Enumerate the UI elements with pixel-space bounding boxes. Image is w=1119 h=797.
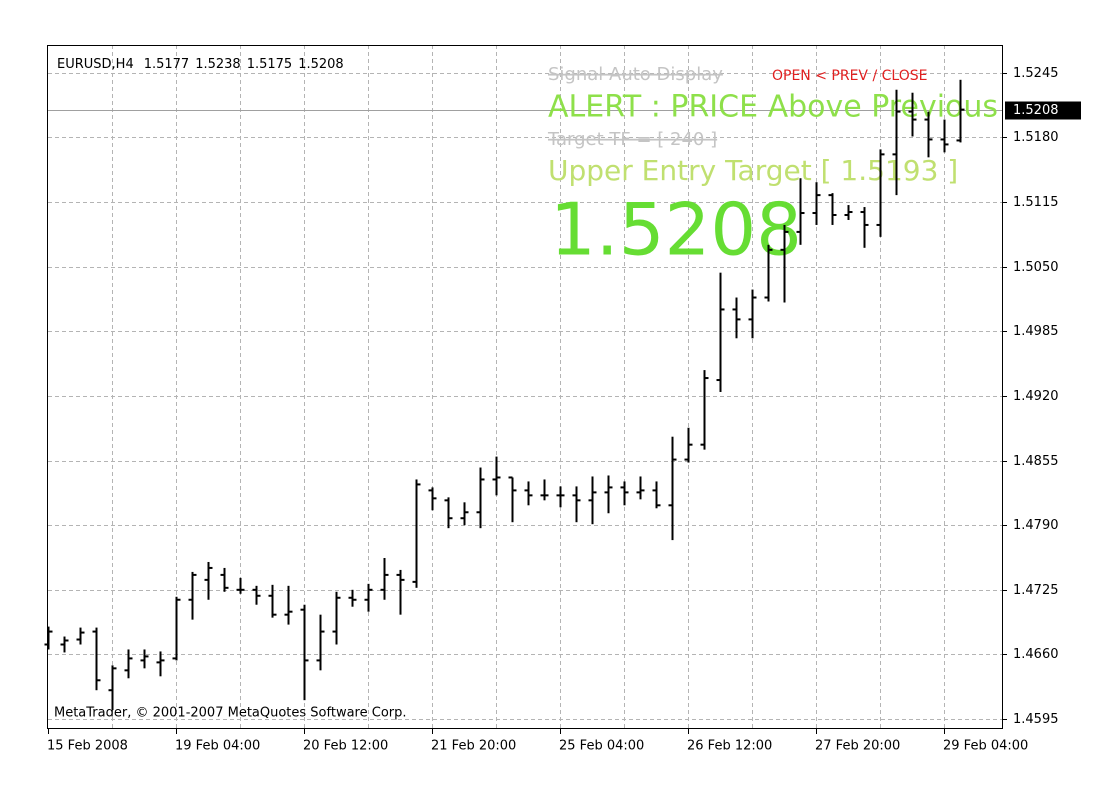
x-tick-label: 27 Feb 20:00 <box>815 739 900 754</box>
target-tf-label: Target TF = [ 240 ] <box>547 129 717 150</box>
y-tick-label: 1.4595 <box>1013 712 1059 727</box>
y-tick-label: 1.5245 <box>1013 66 1059 81</box>
header-close: 1.5208 <box>298 57 344 72</box>
x-tick-label: 20 Feb 12:00 <box>303 739 388 754</box>
x-tick-label: 15 Feb 2008 <box>47 739 128 754</box>
signal-label: Signal Auto Display <box>548 64 723 85</box>
x-tick-label: 29 Feb 04:00 <box>943 739 1028 754</box>
alert-label: ALERT : PRICE Above Previous <box>548 90 998 125</box>
copyright: MetaTrader, © 2001-2007 MetaQuotes Softw… <box>54 706 407 721</box>
entry-target-label: Upper Entry Target [ 1.5193 ] <box>548 154 958 187</box>
y-tick-label: 1.5180 <box>1013 130 1059 145</box>
x-tick-label: 19 Feb 04:00 <box>175 739 260 754</box>
chart-header: EURUSD,H4 1.5177 1.5238 1.5175 1.5208 <box>57 57 344 72</box>
current-price-label: 1.5208 <box>1013 103 1059 118</box>
y-tick-label: 1.5050 <box>1013 260 1059 275</box>
x-tick-label: 25 Feb 04:00 <box>559 739 644 754</box>
current-price-box <box>1005 101 1081 120</box>
x-tick-label: 21 Feb 20:00 <box>431 739 516 754</box>
y-tick-label: 1.4725 <box>1013 583 1059 598</box>
x-tick-label: 26 Feb 12:00 <box>687 739 772 754</box>
plot-frame <box>47 45 1003 729</box>
big-price: 1.5208 <box>550 188 802 272</box>
y-tick-label: 1.4855 <box>1013 454 1059 469</box>
y-tick-label: 1.4985 <box>1013 324 1059 339</box>
mode-label: OPEN < PREV / CLOSE <box>772 68 927 84</box>
header-open: 1.5177 <box>144 57 190 72</box>
y-tick-label: 1.4920 <box>1013 389 1059 404</box>
header-high: 1.5238 <box>195 57 241 72</box>
chart-title: EURUSD,H4 <box>57 57 134 72</box>
y-tick-label: 1.5115 <box>1013 195 1059 210</box>
header-low: 1.5175 <box>247 57 293 72</box>
y-tick-label: 1.4660 <box>1013 647 1059 662</box>
bar-layer <box>44 79 965 711</box>
y-tick-label: 1.4790 <box>1013 518 1059 533</box>
